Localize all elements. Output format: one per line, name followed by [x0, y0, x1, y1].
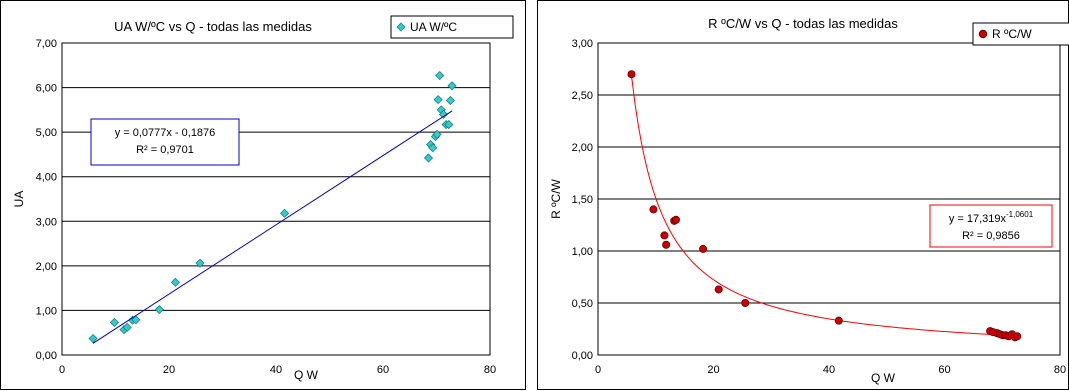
data-point — [671, 215, 680, 224]
data-point — [447, 81, 457, 91]
trendline-equation-box: y = 0,0777x - 0,1876 R² = 0,9701 — [90, 118, 240, 166]
y-tick-label: 1,50 — [572, 194, 593, 206]
plot-area — [61, 42, 491, 356]
trendline-r-squared: R² = 0,9701 — [136, 144, 194, 156]
data-point — [435, 70, 445, 81]
legend: R ºC/W — [972, 22, 1069, 46]
trendline-equation-box: y = 17,319x-1,0601 R² = 0,9856 — [929, 204, 1053, 248]
data-point — [660, 231, 669, 240]
data-point — [741, 298, 750, 307]
chart-title: R ºC/W vs Q - todas las medidas — [708, 16, 898, 31]
x-tick-label: 60 — [377, 364, 389, 376]
y-tick-label: 1,00 — [572, 246, 593, 258]
data-point — [154, 304, 164, 315]
y-tick-label: 4,00 — [36, 172, 57, 184]
y-tick-label: 1,00 — [36, 305, 57, 317]
legend: UA W/ºC — [390, 15, 514, 39]
data-point — [1013, 332, 1022, 341]
x-tick-label: 80 — [484, 364, 496, 376]
chart-title: UA W/ºC vs Q - todas las medidas — [114, 19, 312, 34]
trendline-equation: y = 17,319x-1,0601 — [949, 210, 1034, 225]
trendline — [631, 75, 1018, 337]
data-point — [834, 316, 843, 325]
data-point — [649, 205, 658, 214]
data-point — [279, 208, 290, 218]
x-tick-label: 80 — [1054, 364, 1066, 376]
y-tick-label: 7,00 — [36, 38, 57, 50]
plot-area — [597, 42, 1061, 356]
y-tick-label: 6,00 — [36, 83, 57, 95]
r-chart: 0,00 0,50 1,00 1,50 2,00 2,50 3,00 0 20 40 60 80 R… — [549, 16, 1069, 385]
equation-base: y = 17,319x — [949, 213, 1007, 225]
y-tick-label: 2,00 — [36, 261, 57, 273]
x-axis-label: Q W — [294, 368, 319, 382]
y-tick-label: 3,00 — [36, 216, 57, 228]
trendline-equation: y = 0,0777x - 0,1876 — [115, 127, 216, 139]
x-tick-label: 0 — [595, 364, 601, 376]
legend-label: UA W/ºC — [410, 20, 457, 34]
x-tick-label: 20 — [163, 364, 175, 376]
x-tick-label: 40 — [823, 364, 835, 376]
data-point — [88, 333, 98, 344]
ua-chart: 0,00 1,00 2,00 3,00 4,00 5,00 6,00 7,00 0 20 40 60… — [12, 15, 514, 382]
data-point — [714, 285, 723, 294]
legend-label: R ºC/W — [992, 27, 1032, 41]
data-point — [433, 95, 443, 105]
y-gridlines — [598, 42, 1060, 356]
data-point — [109, 317, 119, 328]
y-axis-label: R ºC/W — [549, 178, 563, 218]
data-point — [445, 95, 455, 106]
y-tick-label: 0,00 — [572, 350, 593, 362]
data-point — [131, 315, 141, 325]
equation-box-border — [929, 204, 1053, 248]
legend-marker-diamond — [396, 22, 406, 32]
data-point — [428, 143, 438, 153]
data-point — [438, 109, 449, 119]
data-point — [627, 70, 636, 79]
y-tick-label: 2,00 — [572, 142, 593, 154]
legend-box — [390, 15, 514, 39]
equation-box-border — [90, 118, 240, 166]
x-tick-label: 0 — [59, 364, 65, 376]
y-tick-label: 5,00 — [36, 127, 57, 139]
y-tick-label: 3,00 — [572, 38, 593, 50]
legend-box — [972, 22, 1069, 46]
y-tick-label: 2,50 — [572, 90, 593, 102]
data-point — [170, 277, 180, 287]
y-tick-labels: 0,00 1,00 2,00 3,00 4,00 5,00 6,00 7,00 — [36, 38, 57, 362]
x-tick-labels: 0 20 40 60 80 — [59, 364, 496, 376]
y-gridlines — [62, 42, 490, 356]
data-point — [432, 129, 442, 139]
equation-exponent: -1,0601 — [1006, 210, 1034, 219]
trendline-r-squared: R² = 0,9856 — [962, 230, 1020, 242]
legend-marker-circle — [978, 29, 988, 39]
ua-chart-panel: 0,00 1,00 2,00 3,00 4,00 5,00 6,00 7,00 0 20 40 60… — [0, 0, 526, 390]
data-point — [423, 153, 434, 163]
data-point — [195, 258, 205, 268]
data-point — [699, 244, 708, 253]
data-point — [122, 322, 132, 332]
x-tick-label: 60 — [938, 364, 950, 376]
y-tick-label: 0,00 — [36, 350, 57, 362]
y-axis-label: UA — [12, 191, 26, 208]
data-points — [88, 70, 457, 344]
x-axis-label: Q W — [871, 371, 896, 385]
data-point — [444, 120, 454, 130]
x-tick-label: 20 — [707, 364, 719, 376]
x-tick-labels: 0 20 40 60 80 — [595, 364, 1066, 376]
data-point — [662, 240, 671, 249]
trendline — [92, 110, 453, 344]
data-points — [627, 70, 1022, 342]
r-chart-panel: 0,00 0,50 1,00 1,50 2,00 2,50 3,00 0 20 40 60 80 R… — [537, 0, 1069, 390]
y-tick-label: 0,50 — [572, 298, 593, 310]
x-tick-label: 40 — [270, 364, 282, 376]
y-tick-labels: 0,00 0,50 1,00 1,50 2,00 2,50 3,00 — [572, 38, 593, 362]
